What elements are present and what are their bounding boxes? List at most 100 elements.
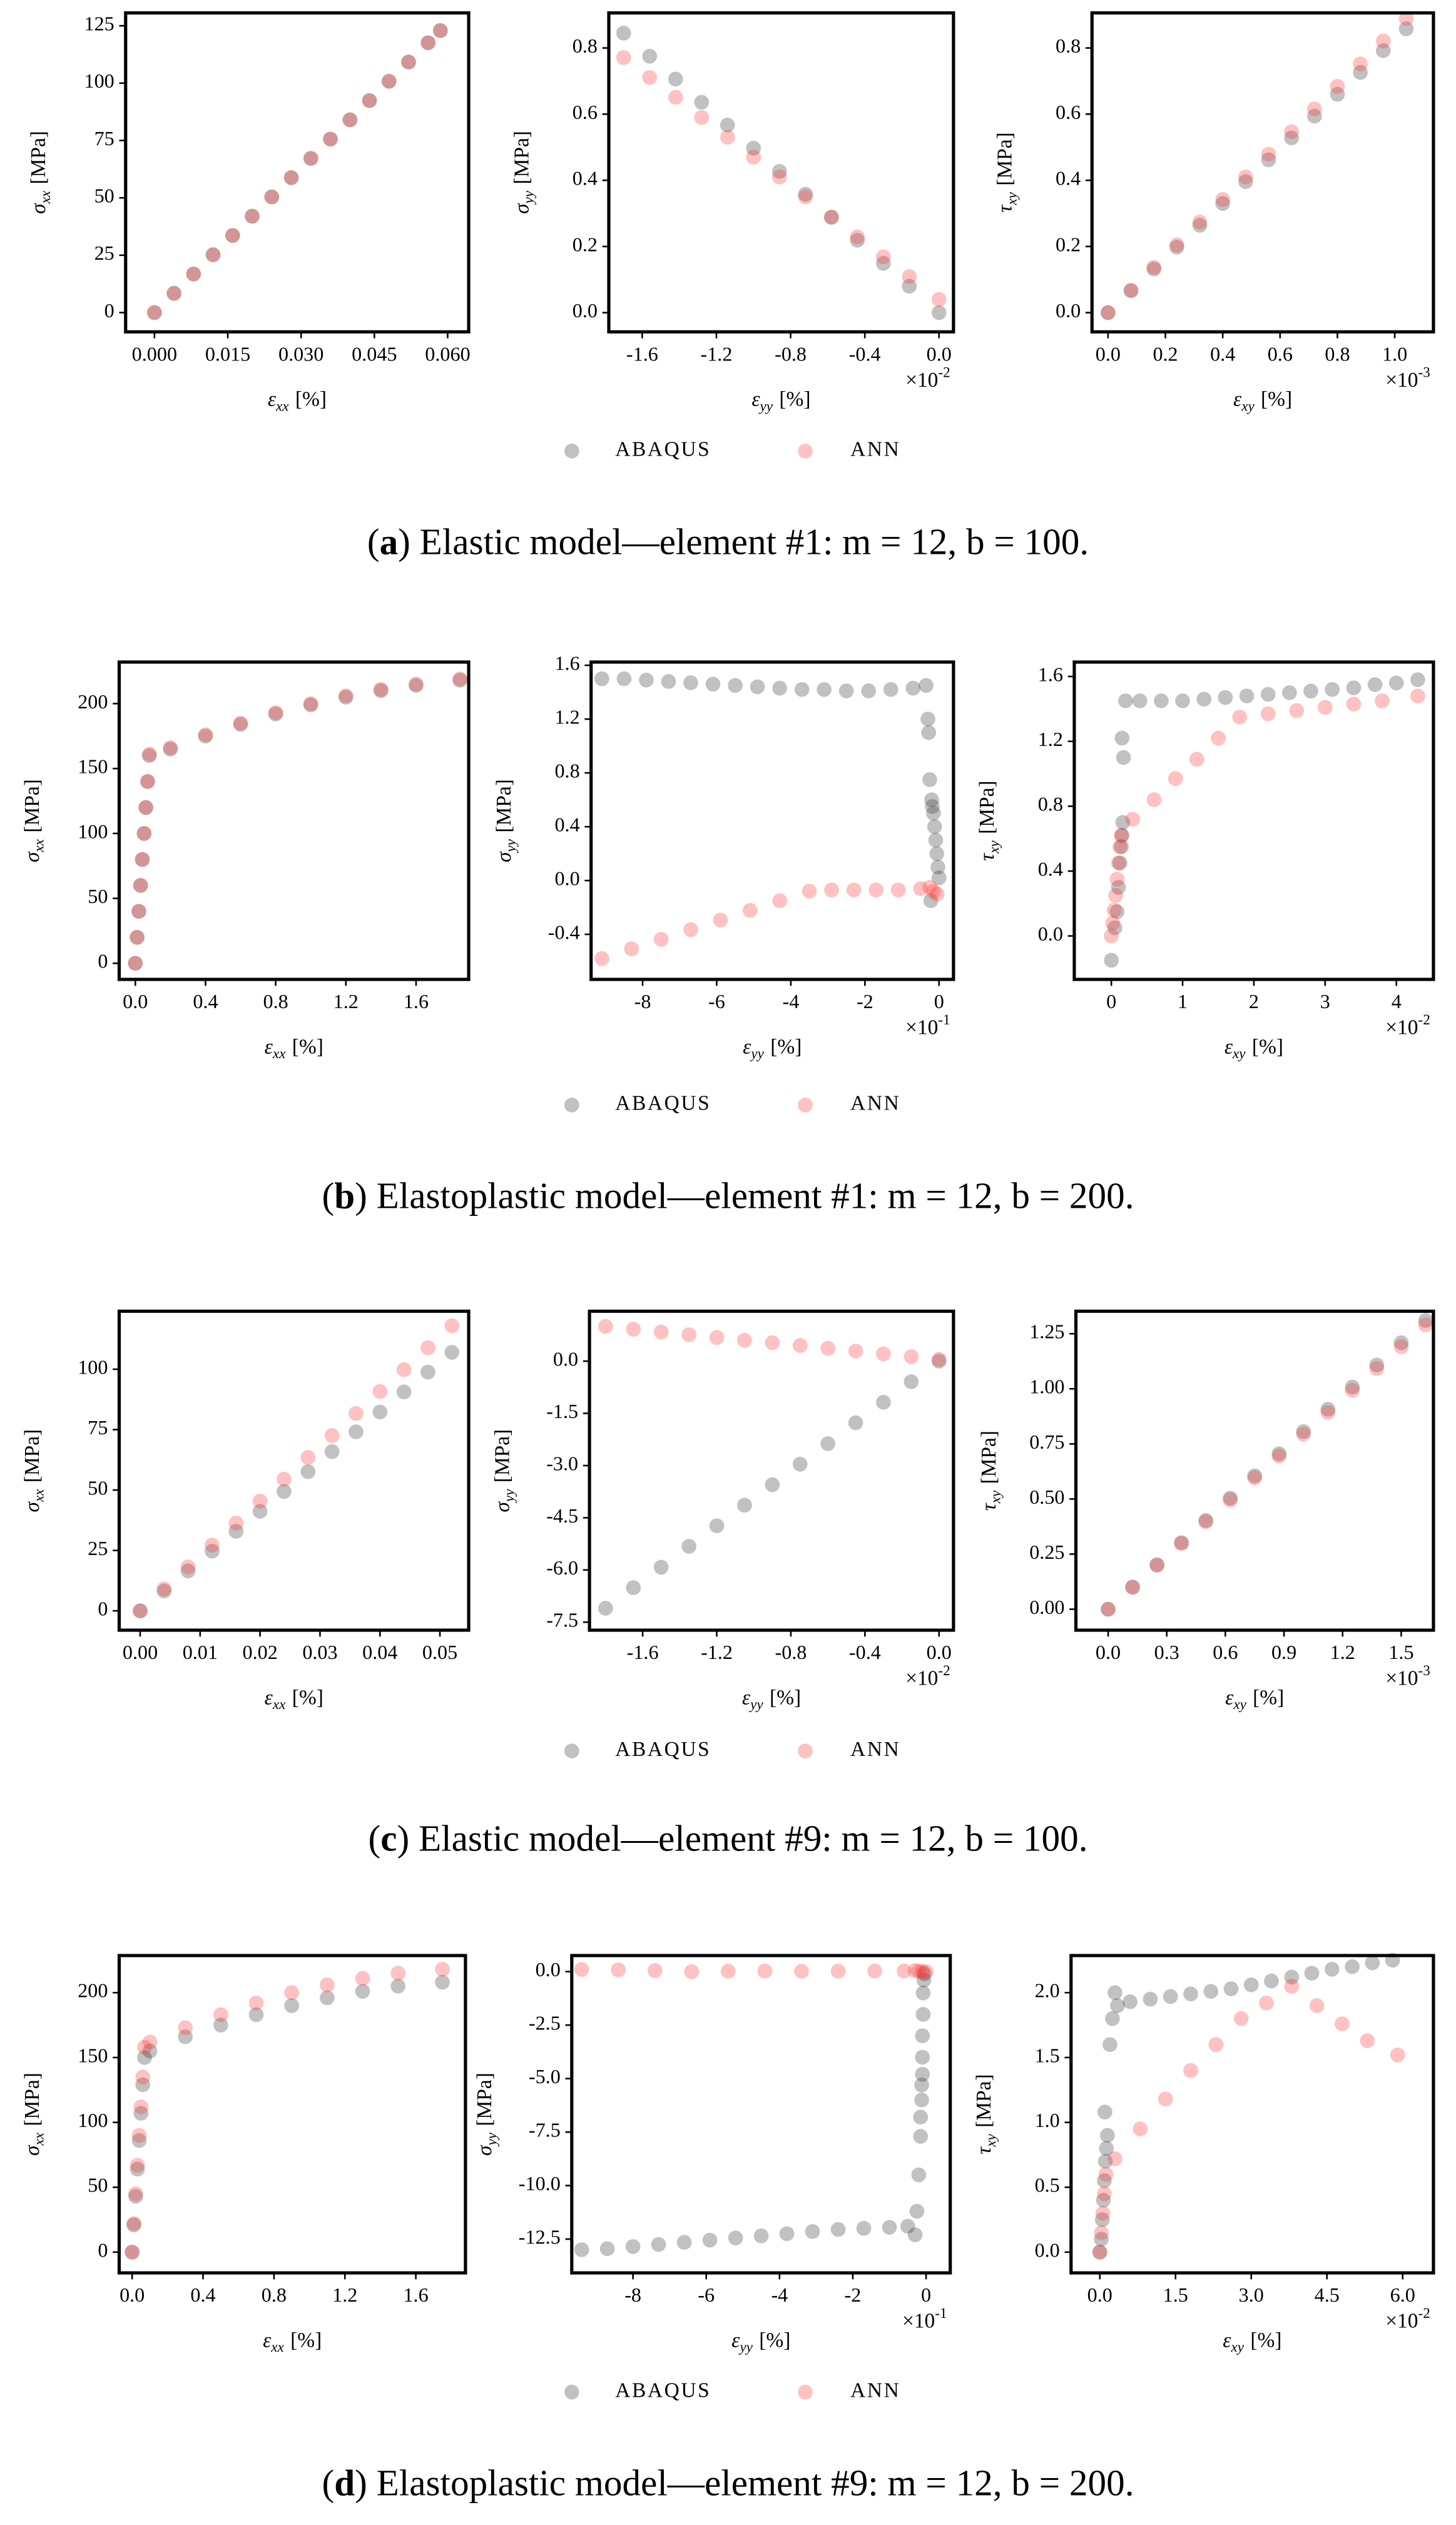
point	[133, 1603, 148, 1618]
point	[802, 884, 817, 899]
point	[205, 1538, 220, 1553]
point	[140, 774, 155, 789]
caption: (c) Elastic model—element #9: m = 12, b …	[369, 1818, 1088, 1859]
y-tick-label: 2.0	[1035, 1979, 1060, 2002]
point	[728, 2230, 743, 2246]
point	[890, 882, 906, 897]
point	[374, 681, 389, 697]
point	[661, 674, 676, 689]
point	[1096, 2193, 1111, 2208]
point	[1320, 1402, 1336, 1417]
point	[233, 717, 248, 732]
x-offset-exp: -2	[1418, 2305, 1430, 2322]
x-axis-label-unit: [%]	[770, 1686, 801, 1709]
caption: (d) Elastoplastic model—element #9: m = …	[322, 2462, 1134, 2503]
x-tick-label: 0.030	[278, 342, 323, 365]
point	[135, 2069, 151, 2084]
point	[137, 2039, 152, 2055]
point	[642, 69, 658, 85]
point	[929, 846, 945, 861]
y-axis-label-symbol: τ	[975, 853, 999, 861]
y-tick-label: 0.0	[1038, 922, 1063, 945]
y-axis-label-unit: [MPa]	[491, 1429, 514, 1482]
x-tick-label: -1.2	[701, 1641, 733, 1663]
point	[283, 170, 299, 185]
point	[915, 2007, 931, 2022]
x-axis-label-sub: xx	[272, 1696, 286, 1713]
point	[163, 740, 178, 755]
x-offset-base: ×10	[905, 1667, 938, 1690]
point	[1114, 730, 1130, 746]
x-axis-label-sub: xy	[1232, 1046, 1246, 1062]
y-axis-label: σxx [MPa]	[21, 1429, 48, 1512]
x-axis-label-unit: [%]	[1252, 1036, 1283, 1059]
y-axis-label-symbol: σ	[473, 2145, 496, 2156]
point	[1296, 1424, 1311, 1439]
point	[1097, 2153, 1113, 2169]
point	[925, 799, 940, 814]
y-tick-label: 0	[98, 1598, 108, 1620]
x-tick-label: -1.6	[626, 342, 658, 365]
point	[349, 1405, 364, 1421]
y-axis-label-symbol: σ	[492, 851, 516, 862]
point	[349, 1424, 364, 1439]
point	[323, 131, 338, 147]
legend-marker	[564, 443, 579, 459]
x-offset-base: ×10	[1385, 1016, 1418, 1039]
y-axis-label-unit: [MPa]	[21, 1429, 44, 1482]
point	[1101, 1601, 1116, 1617]
point	[1118, 693, 1133, 708]
point	[133, 2106, 149, 2121]
point	[728, 678, 743, 693]
x-tick-label: 1.6	[403, 2283, 428, 2306]
x-axis-label: εxy [%]	[1233, 388, 1292, 415]
y-tick-label: 1.6	[554, 652, 579, 675]
y-tick-label: -6.0	[546, 1556, 578, 1579]
point	[746, 150, 761, 165]
y-axis-label: σyy [MPa]	[491, 1429, 517, 1512]
point	[381, 74, 397, 89]
point	[904, 1349, 919, 1364]
point	[931, 1352, 947, 1367]
point	[268, 706, 283, 722]
y-tick-label: 1.5	[1035, 2044, 1060, 2066]
y-tick-label: -7.5	[546, 1609, 578, 1631]
caption-open: (	[322, 1175, 334, 1217]
y-axis-label: σyy [MPa]	[473, 2073, 500, 2156]
x-tick-label: 0.0	[927, 1641, 952, 1663]
y-tick-label: 50	[94, 185, 115, 207]
point	[342, 112, 358, 128]
legend-marker	[564, 2384, 579, 2400]
point	[142, 2043, 158, 2059]
x-axis-label-symbol: ε	[1223, 2329, 1231, 2352]
point	[1388, 675, 1404, 691]
x-axis-label: εxy [%]	[1224, 1036, 1283, 1063]
y-tick-label: 25	[88, 1537, 108, 1559]
point	[135, 852, 150, 867]
point	[303, 151, 318, 166]
y-tick-label: 0.2	[1056, 233, 1081, 255]
point	[233, 715, 248, 731]
x-axis-label-symbol: ε	[263, 2329, 272, 2352]
point	[1345, 1379, 1360, 1395]
point	[1232, 709, 1248, 725]
y-tick-label: 0	[104, 299, 115, 322]
point	[1218, 690, 1233, 705]
point	[1346, 680, 1362, 696]
y-tick-label: 50	[88, 1476, 108, 1499]
x-tick-label: 0.000	[132, 342, 177, 365]
point	[824, 882, 839, 897]
point	[594, 671, 609, 686]
point	[420, 1364, 435, 1380]
point	[128, 2188, 143, 2204]
x-tick-label: 0.4	[190, 2283, 215, 2306]
y-tick-label: -2.5	[529, 2012, 561, 2034]
point	[1146, 792, 1162, 807]
x-tick-label: 1.6	[404, 990, 429, 1013]
point	[911, 2167, 927, 2183]
point	[178, 2020, 193, 2036]
point	[1101, 1601, 1116, 1617]
point	[742, 902, 758, 918]
point	[746, 141, 761, 156]
point	[1418, 1317, 1433, 1333]
